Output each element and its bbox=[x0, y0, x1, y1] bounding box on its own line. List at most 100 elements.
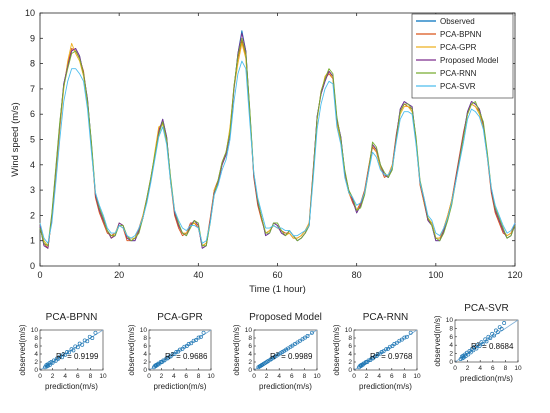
y-tick-label: 6 bbox=[143, 343, 147, 350]
scatter-point bbox=[484, 339, 489, 344]
scatter-point bbox=[387, 344, 392, 349]
r-squared-annotation: R2 = 0.9199 bbox=[56, 352, 99, 361]
y-tick-label: 2 bbox=[34, 359, 38, 366]
scatter-point bbox=[474, 346, 479, 351]
scatter-point bbox=[61, 352, 66, 357]
y-tick-label: 7 bbox=[30, 84, 35, 94]
x-tick-label: 0 bbox=[38, 373, 42, 380]
scatter-point bbox=[305, 334, 310, 338]
y-axis-label: observed(m/s) bbox=[232, 324, 241, 375]
legend-entry: PCA-GPR bbox=[440, 43, 477, 52]
r-squared-annotation: R2 = 0.9768 bbox=[370, 352, 413, 361]
scatter-point bbox=[499, 326, 504, 331]
scatter-point bbox=[477, 344, 482, 348]
scatter-point bbox=[372, 354, 377, 359]
scatter-point bbox=[93, 330, 98, 335]
r-squared-annotation: R2 = 0.8684 bbox=[471, 342, 514, 351]
scatter-point bbox=[75, 345, 80, 350]
x-axis-label: prediction(m/s) bbox=[45, 382, 98, 391]
scatter-point bbox=[80, 342, 85, 347]
scatter-point bbox=[178, 347, 182, 352]
x-tick-label: 6 bbox=[290, 373, 294, 380]
x-tick-label: 2 bbox=[265, 373, 269, 380]
y-tick-label: 2 bbox=[348, 359, 352, 366]
x-tick-label: 8 bbox=[89, 373, 93, 380]
series-line-proposed-model bbox=[39, 32, 516, 249]
y-tick-label: 0 bbox=[34, 367, 38, 374]
scatter-point bbox=[199, 334, 204, 339]
scatter-point bbox=[174, 350, 179, 354]
scatter-point bbox=[394, 340, 399, 345]
scatter-point bbox=[161, 358, 166, 363]
y-tick-label: 8 bbox=[348, 335, 352, 342]
x-tick-label: 10 bbox=[207, 373, 215, 380]
x-tick-label: 8 bbox=[504, 365, 508, 372]
y-axis-label: observed(m/s) bbox=[18, 324, 27, 375]
main-line-chart: 0 20 40 60 80 100 120 0 1 2 3 4 5 6 7 8 9 10 Time (1 hour)… bbox=[10, 8, 523, 295]
scatter-point bbox=[56, 356, 61, 361]
scatter-point bbox=[65, 350, 70, 354]
x-tick-label: 2 bbox=[365, 373, 369, 380]
y-tick-label: 8 bbox=[248, 335, 252, 342]
scatter-point bbox=[375, 352, 380, 357]
scatter-point bbox=[384, 347, 389, 352]
scatter-point bbox=[170, 352, 175, 357]
x-tick-label: 8 bbox=[197, 373, 201, 380]
y-tick-label: 0 bbox=[449, 359, 453, 366]
x-tick-label: 0 bbox=[252, 373, 256, 380]
y-tick-label: 4 bbox=[143, 351, 147, 358]
scatter-point bbox=[468, 350, 473, 355]
y-tick-label: 10 bbox=[140, 327, 148, 334]
legend-box bbox=[411, 13, 514, 99]
y-tick-label: 3 bbox=[30, 185, 35, 195]
y-tick-label: 10 bbox=[446, 317, 454, 324]
y-tick-label: 2 bbox=[30, 210, 35, 220]
x-tick-label: 6 bbox=[184, 373, 188, 380]
scatter-point bbox=[366, 358, 371, 363]
scatter-point bbox=[71, 348, 76, 353]
scatter-point bbox=[381, 349, 386, 354]
scatter-point bbox=[408, 330, 413, 335]
y-tick-label: 8 bbox=[30, 59, 35, 69]
y-tick-label: 8 bbox=[34, 335, 38, 342]
scatter-title: PCA-SVR bbox=[464, 303, 508, 314]
y-tick-label: 8 bbox=[449, 325, 453, 332]
scatter-point bbox=[310, 330, 314, 335]
y-axis-label: Wind speed (m/s) bbox=[10, 102, 21, 176]
y-tick-label: 2 bbox=[143, 359, 147, 366]
x-tick-label: 10 bbox=[514, 365, 522, 372]
r-squared-annotation: R2 = 0.9686 bbox=[165, 352, 208, 361]
scatter-point bbox=[488, 336, 493, 341]
y-tick-label: 6 bbox=[348, 343, 352, 350]
scatter-point bbox=[201, 330, 206, 335]
reference-line bbox=[148, 329, 212, 371]
y-tick-label: 4 bbox=[30, 160, 35, 170]
y-tick-label: 4 bbox=[34, 351, 38, 358]
y-tick-label: 5 bbox=[30, 135, 35, 145]
x-tick-label: 6 bbox=[491, 365, 495, 372]
scatter-point bbox=[196, 335, 201, 340]
scatter-point bbox=[167, 354, 172, 359]
y-tick-label: 10 bbox=[25, 8, 35, 18]
x-tick-label: 80 bbox=[352, 270, 362, 280]
scatter-point bbox=[85, 339, 90, 344]
x-tick-label: 20 bbox=[114, 270, 124, 280]
x-tick-label: 4 bbox=[478, 365, 482, 372]
y-tick-label: 4 bbox=[449, 342, 453, 349]
x-tick-label: 8 bbox=[303, 373, 307, 380]
scatter-point bbox=[492, 333, 497, 338]
scatter-point bbox=[502, 320, 507, 325]
scatter-point bbox=[194, 338, 199, 342]
y-axis-label: observed(m/s) bbox=[127, 324, 136, 375]
y-tick-label: 1 bbox=[30, 236, 35, 246]
y-tick-label: 0 bbox=[348, 367, 352, 374]
r-squared-annotation: R2 = 0.9989 bbox=[270, 352, 313, 361]
x-tick-label: 2 bbox=[466, 365, 470, 372]
y-axis-label: observed(m/s) bbox=[433, 315, 442, 366]
y-tick-label: 10 bbox=[345, 327, 353, 334]
scatter-point bbox=[186, 342, 191, 346]
